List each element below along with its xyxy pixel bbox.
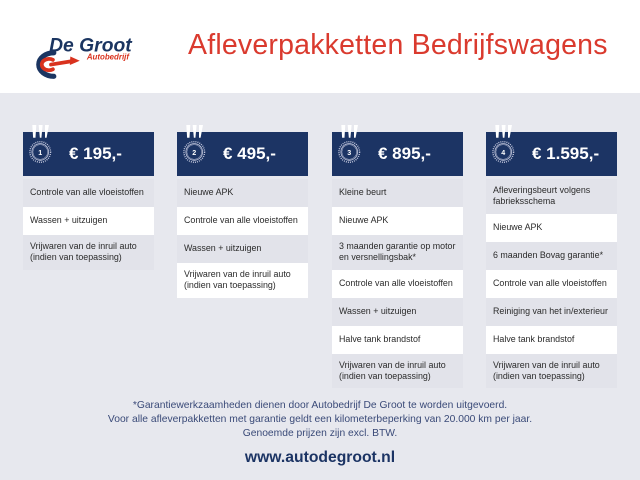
svg-text:2: 2 (192, 149, 196, 157)
svg-text:4: 4 (501, 149, 505, 157)
svg-text:3: 3 (347, 149, 351, 157)
svg-text:1: 1 (38, 149, 42, 157)
